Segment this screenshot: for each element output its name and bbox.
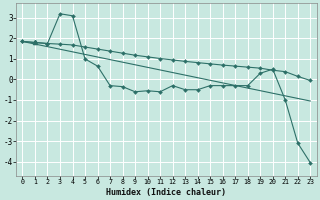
X-axis label: Humidex (Indice chaleur): Humidex (Indice chaleur) bbox=[106, 188, 226, 197]
